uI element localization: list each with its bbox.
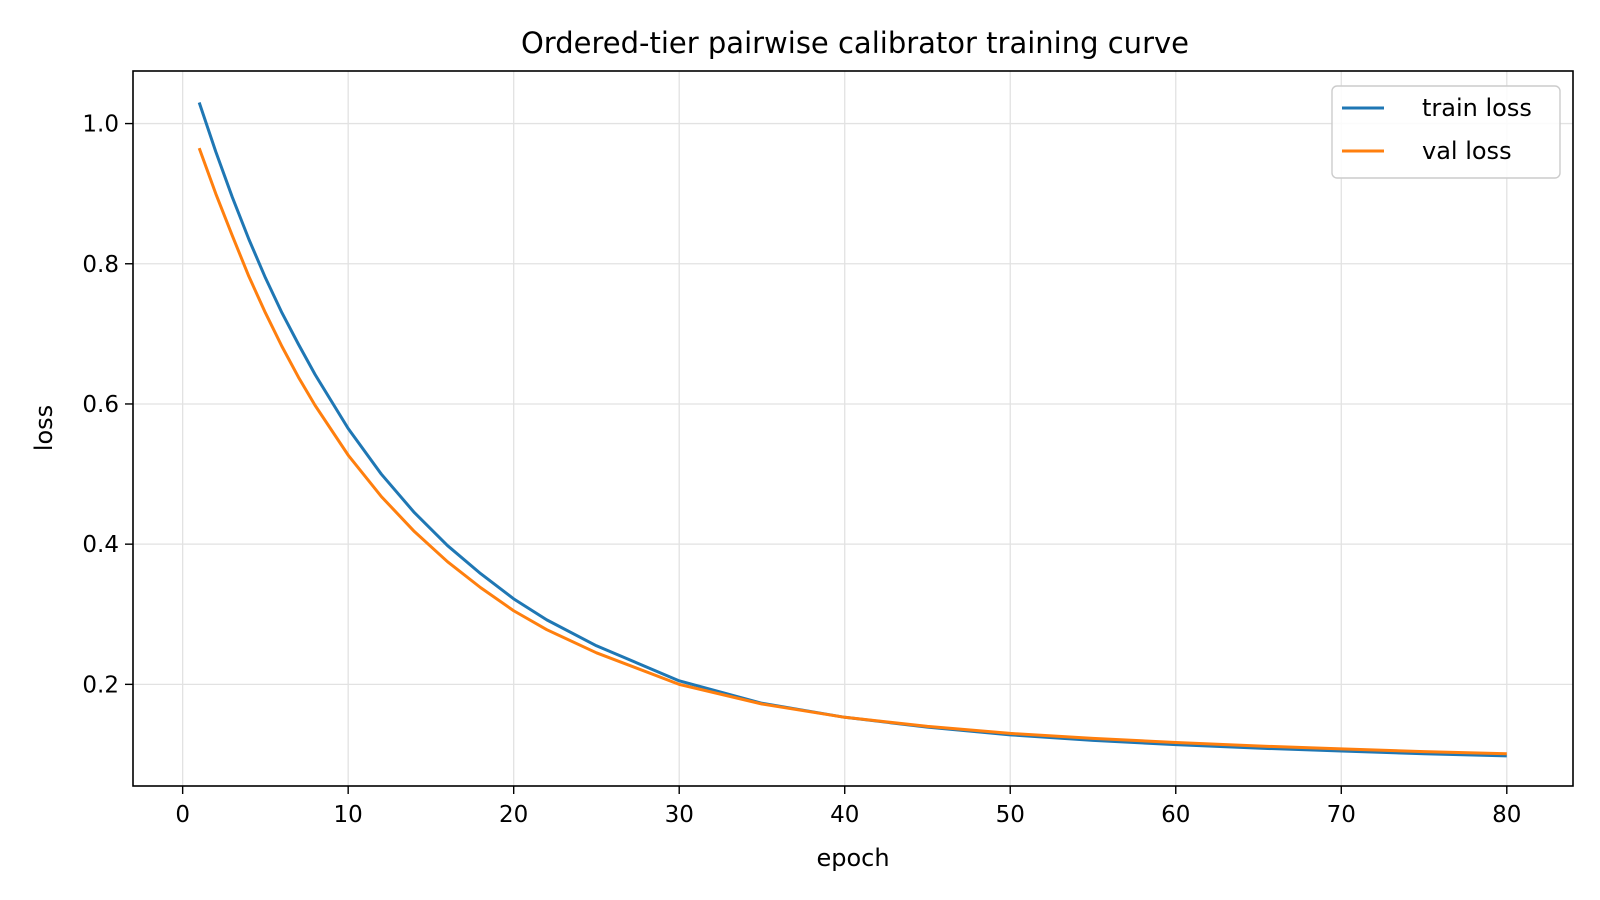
x-tick-label: 30 xyxy=(665,802,694,828)
x-tick-label: 20 xyxy=(499,802,528,828)
x-tick-label: 80 xyxy=(1492,802,1521,828)
y-tick-label: 0.8 xyxy=(82,252,119,278)
x-tick-label: 0 xyxy=(175,802,190,828)
y-tick-label: 0.2 xyxy=(82,672,119,698)
x-tick-label: 70 xyxy=(1327,802,1356,828)
y-axis-label: loss xyxy=(30,405,58,451)
x-tick-label: 60 xyxy=(1161,802,1190,828)
legend: train loss val loss xyxy=(1331,85,1561,179)
plot-frame xyxy=(132,70,1574,787)
x-axis-label: epoch xyxy=(816,844,889,872)
legend-box xyxy=(1331,85,1561,179)
grid xyxy=(133,71,1573,786)
x-tick-label: 50 xyxy=(996,802,1025,828)
series-line-train-loss xyxy=(197,102,1507,758)
series-layer xyxy=(197,102,1507,758)
legend-label: train loss xyxy=(1422,94,1532,122)
x-tick-label: 10 xyxy=(334,802,363,828)
chart-title: Ordered-tier pairwise calibrator trainin… xyxy=(521,26,1189,60)
series-line-val-loss xyxy=(197,147,1507,756)
axis-ticks: 0 10 20 30 40 50 60 70 80 0.2 0.4 0.6 0.8 1.0 xyxy=(82,112,1521,828)
x-tick-label: 40 xyxy=(830,802,859,828)
y-tick-label: 1.0 xyxy=(82,112,119,138)
y-tick-label: 0.4 xyxy=(82,532,119,558)
legend-label: val loss xyxy=(1422,137,1512,165)
y-tick-label: 0.6 xyxy=(82,392,119,418)
